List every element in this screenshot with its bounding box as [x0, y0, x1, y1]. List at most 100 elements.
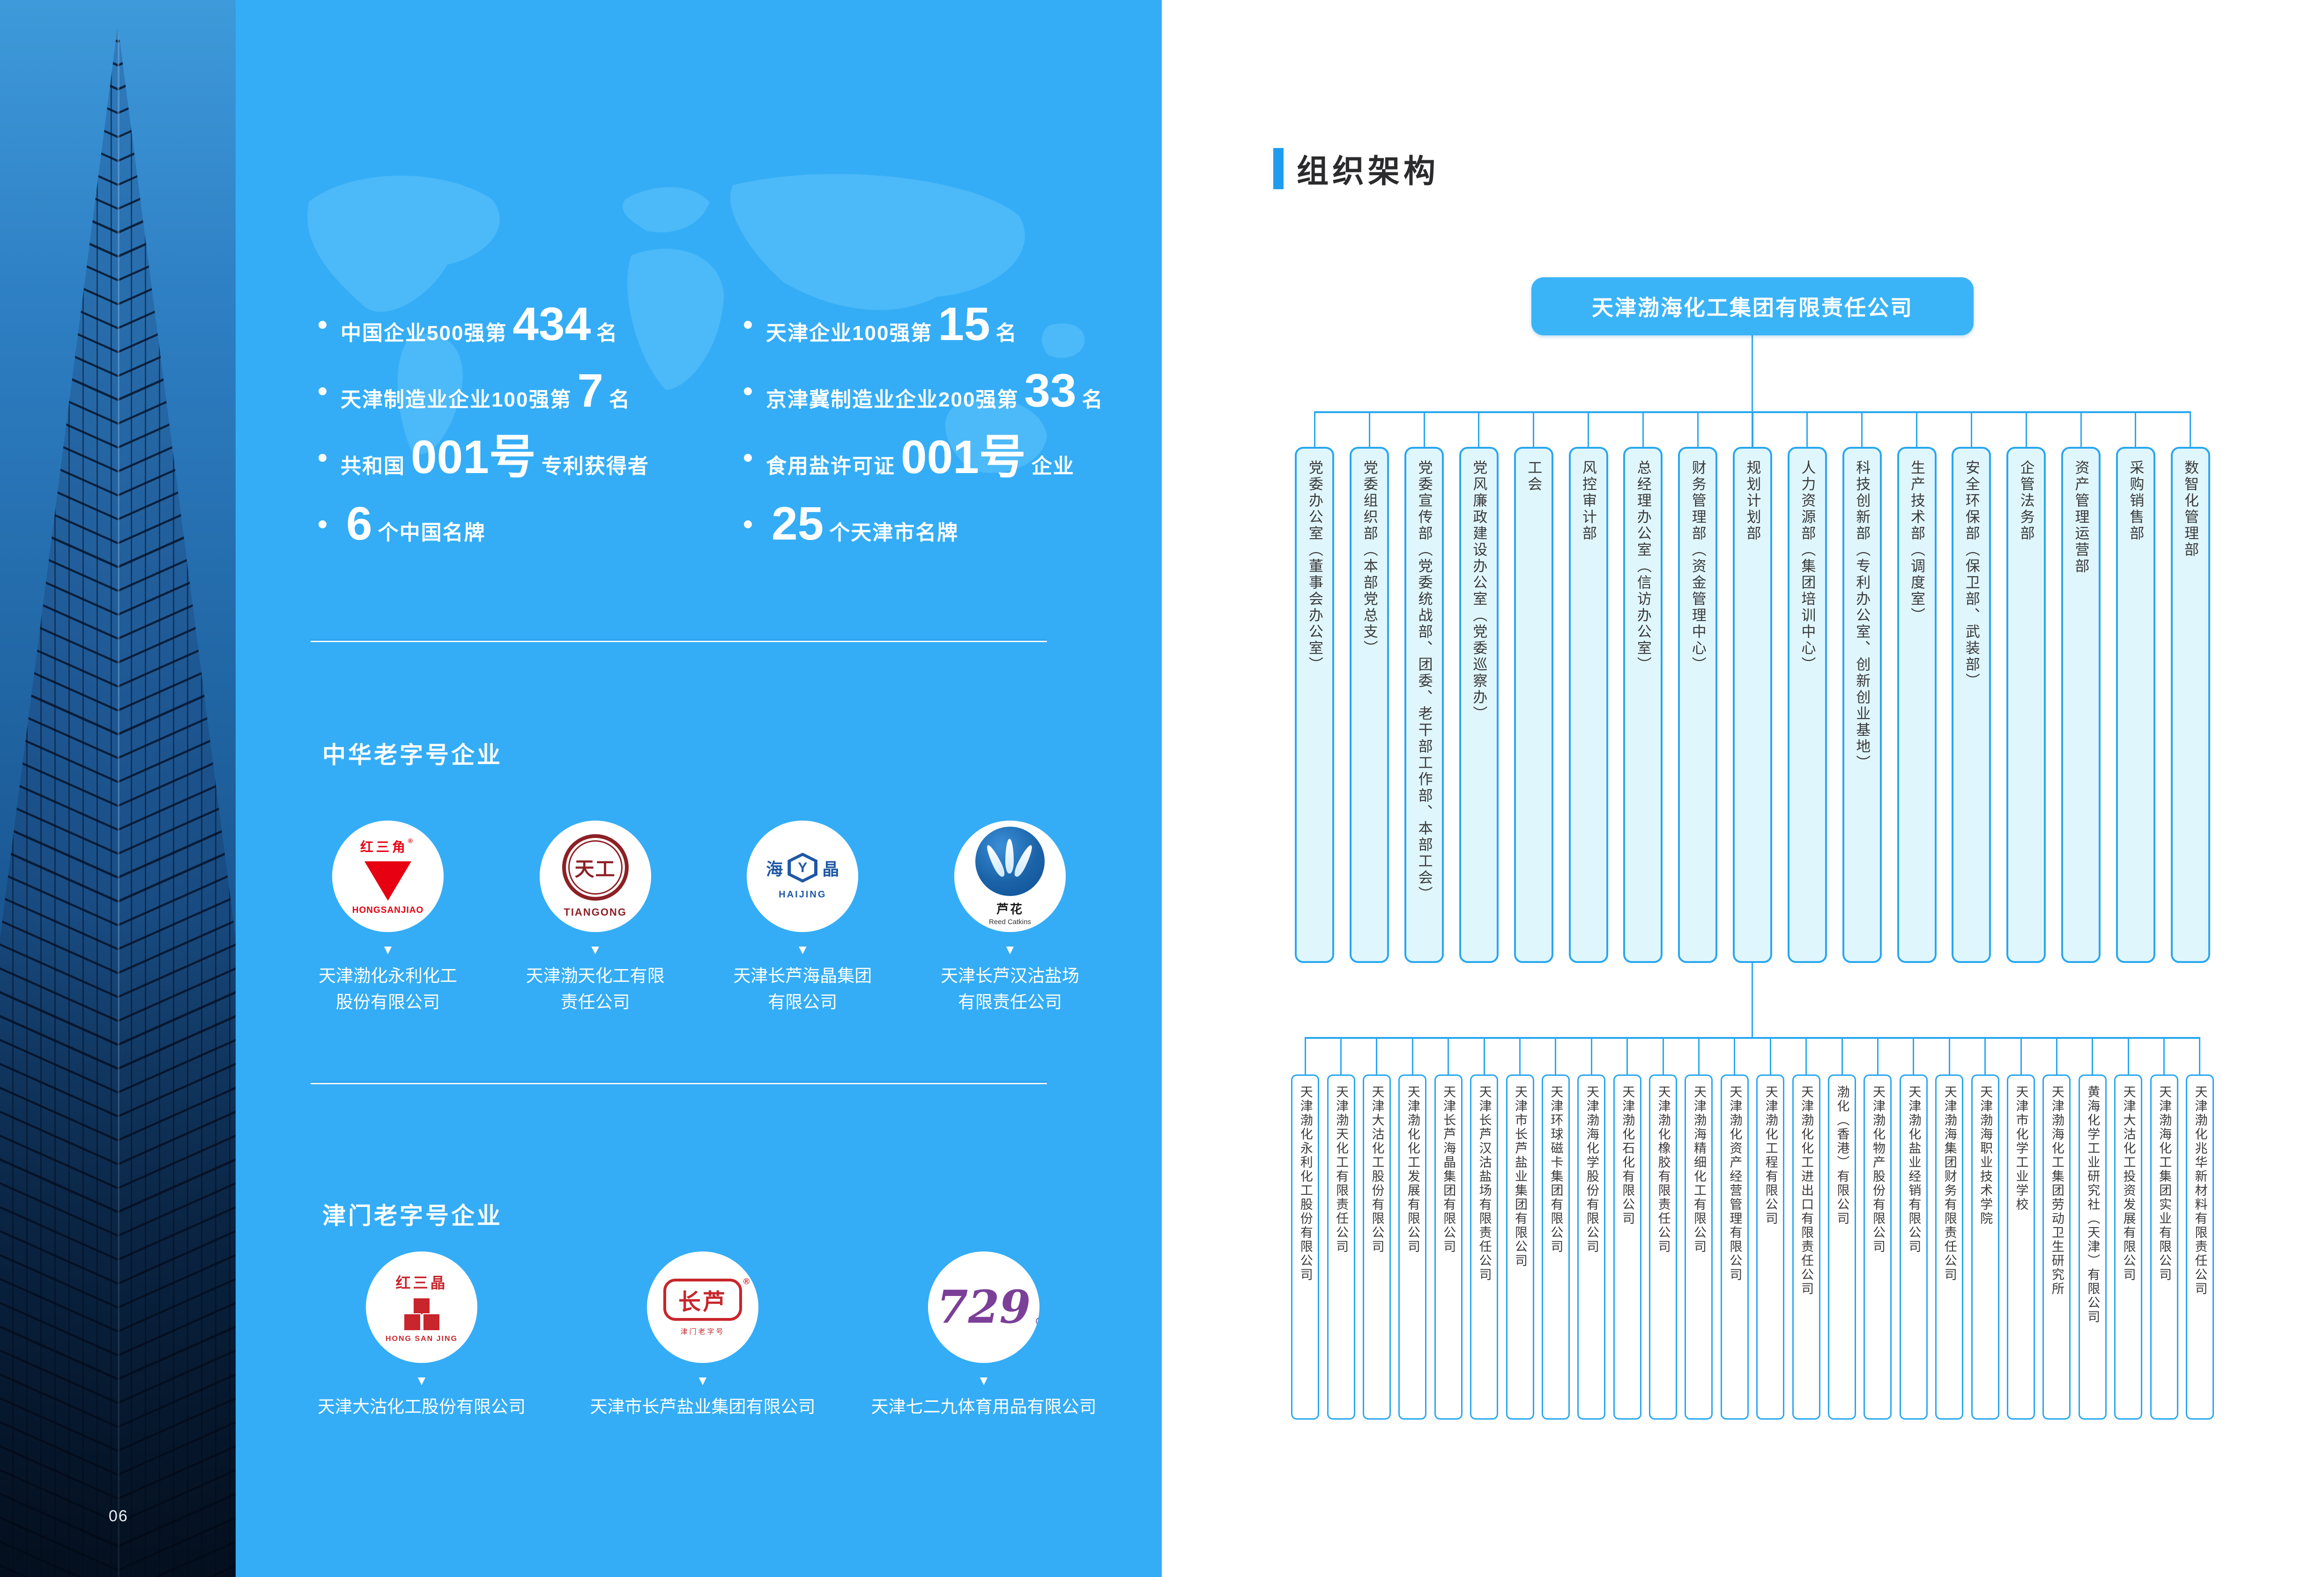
department-column: 人力资源部（集团培训中心） [1780, 411, 1834, 963]
subsidiary-label: 天津渤化兆华新材料有限责任公司 [2193, 1085, 2207, 1296]
connector-stub [2163, 1037, 2165, 1074]
brand-hongsanjing: 红三晶 HONG SAN JING ▼ 天津大沽化工股份有限公司 [290, 1251, 553, 1420]
department-column: 企管法务部 [1999, 411, 2054, 963]
department-label: 总经理办公室（信访办公室） [1634, 460, 1651, 673]
subsidiary-label: 天津大沽化工股份有限公司 [1370, 1085, 1384, 1254]
right-page: 组织架构 天津渤海化工集团有限责任公司 党委办公室（董事会办公室） 党委组织部（… [1162, 0, 2324, 1577]
subsidiary-label: 天津渤化石化有限公司 [1620, 1085, 1635, 1226]
bullet-dot [319, 387, 327, 395]
department-column: 科技创新部（专利办公室、创新创业基地） [1834, 411, 1889, 963]
zhonghua-brands-row: 红三角® HONGSANJIAO ▼ 天津渤化永利化工股份有限公司 天工 TIA… [313, 821, 1085, 1015]
department-box: 财务管理部（资金管理中心） [1678, 447, 1718, 963]
stat-item: 6 个中国名牌 [319, 491, 736, 557]
subsidiary-box: 天津市化学工业学校 [2007, 1074, 2035, 1420]
department-column: 党委办公室（董事会办公室） [1287, 411, 1342, 963]
connector-stub [1588, 411, 1589, 447]
connector-stub [1555, 1037, 1557, 1074]
connector-stub [1626, 1037, 1628, 1074]
subsidiary-label: 渤化（香港）有限公司 [1835, 1085, 1849, 1226]
connector-stub [1304, 1037, 1306, 1074]
brand-haijing: 海 Y 晶 HAIJING ▼ 天津长芦海晶集团有限公司 [728, 821, 877, 1015]
department-label: 党风廉政建设办公室（党委巡察办） [1470, 460, 1487, 722]
729-logo-icon: 729® [928, 1251, 1039, 1363]
subsidiary-label: 天津长芦汉沽盐场有限责任公司 [1477, 1085, 1492, 1282]
department-box: 人力资源部（集团培训中心） [1787, 447, 1827, 963]
subsidiary-box: 天津渤化化工进出口有限责任公司 [1792, 1074, 1820, 1420]
crystal-hexagon-icon: Y [787, 852, 818, 883]
subsidiary-column: 黄海化学工业研究社（天津）有限公司 [2075, 1037, 2110, 1420]
connector-stub [1314, 411, 1315, 447]
connector-stub [1805, 1037, 1807, 1074]
stat-prefix: 食用盐许可证 [766, 455, 895, 478]
subsidiary-column: 天津渤化兆华新材料有限责任公司 [2182, 1037, 2218, 1420]
world-map-graphic [307, 174, 1085, 473]
subsidiary-box: 天津渤化兆华新材料有限责任公司 [2185, 1074, 2214, 1420]
down-triangle-icon: ▼ [796, 942, 809, 957]
department-label: 采购销售部 [2127, 460, 2144, 542]
connector-stub [1376, 1037, 1378, 1074]
subsidiary-box: 天津长芦海晶集团有限公司 [1434, 1074, 1463, 1420]
department-label: 科技创新部（专利办公室、创新创业基地） [1854, 460, 1871, 771]
org-root-box: 天津渤海化工集团有限责任公司 [1531, 277, 1974, 335]
subsidiary-column: 天津渤海精细化工有限公司 [1681, 1037, 1716, 1420]
department-column: 财务管理部（资金管理中心） [1671, 411, 1725, 963]
stat-item: 天津企业100强第 15 名 [744, 291, 1162, 358]
reed-catkins-emblem-icon [975, 827, 1045, 896]
connector-stub [1698, 1037, 1700, 1074]
connector-stub [1877, 1037, 1879, 1074]
company-name: 天津渤天化工有限责任公司 [526, 966, 665, 1012]
subsidiary-column: 天津渤海化学股份有限公司 [1574, 1037, 1609, 1420]
department-box: 资产管理运营部 [2061, 447, 2101, 963]
department-label: 党委宣传部（党委统战部、团委、老干部工作部、本部工会） [1416, 460, 1433, 903]
subsidiary-label: 天津长芦海晶集团有限公司 [1441, 1085, 1456, 1254]
subsidiary-label: 天津渤化资产经营管理有限公司 [1728, 1085, 1742, 1282]
department-box: 党风廉政建设办公室（党委巡察办） [1459, 447, 1499, 963]
connector-stub [2080, 411, 2082, 447]
bullet-dot [319, 453, 327, 462]
subsidiary-column: 天津渤化资产经营管理有限公司 [1717, 1037, 1752, 1420]
subsidiary-column: 天津渤化工程有限公司 [1752, 1037, 1788, 1420]
department-box: 工会 [1514, 447, 1553, 963]
department-box: 采购销售部 [2116, 447, 2155, 963]
subsidiary-box: 天津渤化永利化工股份有限公司 [1291, 1074, 1320, 1420]
subsidiary-box: 天津长芦汉沽盐场有限责任公司 [1470, 1074, 1499, 1420]
subsidiary-label: 天津渤化永利化工股份有限公司 [1298, 1085, 1313, 1282]
stat-suffix: 专利获得者 [541, 455, 649, 478]
stat-prefix: 天津企业100强第 [766, 322, 933, 345]
red-triangle-icon [364, 861, 411, 901]
title-accent-bar [1273, 148, 1284, 189]
connector-stub [1368, 411, 1370, 447]
stat-number: 6 [346, 497, 372, 550]
section-divider [311, 1083, 1047, 1084]
down-triangle-icon: ▼ [1003, 942, 1017, 957]
subsidiary-box: 天津渤海精细化工有限公司 [1685, 1074, 1713, 1420]
subsidiary-label: 天津渤化盐业经销有限公司 [1907, 1085, 1921, 1254]
subsidiary-box: 天津渤海职业技术学院 [1971, 1074, 1999, 1420]
subsidiary-box: 天津渤化资产经营管理有限公司 [1720, 1074, 1749, 1420]
stat-suffix: 企业 [1031, 455, 1075, 478]
stat-number: 001号 [411, 431, 536, 483]
connector-stub [1483, 1037, 1485, 1074]
subsidiary-label: 天津大沽化工投资发展有限公司 [2121, 1085, 2136, 1282]
cubes-emblem-icon [403, 1297, 440, 1331]
subsidiary-column: 天津环球磁卡集团有限公司 [1538, 1037, 1574, 1420]
connector-stub [1769, 1037, 1771, 1074]
department-box: 党委办公室（董事会办公室） [1295, 447, 1335, 963]
connector-stub [1948, 1037, 1950, 1074]
section-heading-zhonghua: 中华老字号企业 [322, 742, 503, 768]
subsidiary-label: 天津渤海集团财务有限责任公司 [1942, 1085, 1957, 1282]
connector-stub [2127, 1037, 2129, 1074]
department-column: 生产技术部（调度室） [1889, 411, 1944, 963]
connector-stub [1697, 411, 1699, 447]
org-chart-title-block: 组织架构 [1273, 145, 1439, 192]
department-box: 数智化管理部 [2170, 447, 2210, 963]
subsidiary-box: 渤化（香港）有限公司 [1828, 1074, 1856, 1420]
section-divider [311, 641, 1047, 642]
department-box: 企管法务部 [2006, 447, 2046, 963]
subsidiary-label: 天津渤天化工有限责任公司 [1334, 1085, 1349, 1254]
connector-stub [1662, 1037, 1664, 1074]
subsidiary-label: 天津环球磁卡集团有限公司 [1549, 1085, 1563, 1254]
brand-luhua: 芦花 Reed Catkins ▼ 天津长芦汉沽盐场有限责任公司 [935, 821, 1085, 1015]
connector-stub [1984, 1037, 1986, 1074]
luhua-logo-icon: 芦花 Reed Catkins [954, 821, 1066, 932]
